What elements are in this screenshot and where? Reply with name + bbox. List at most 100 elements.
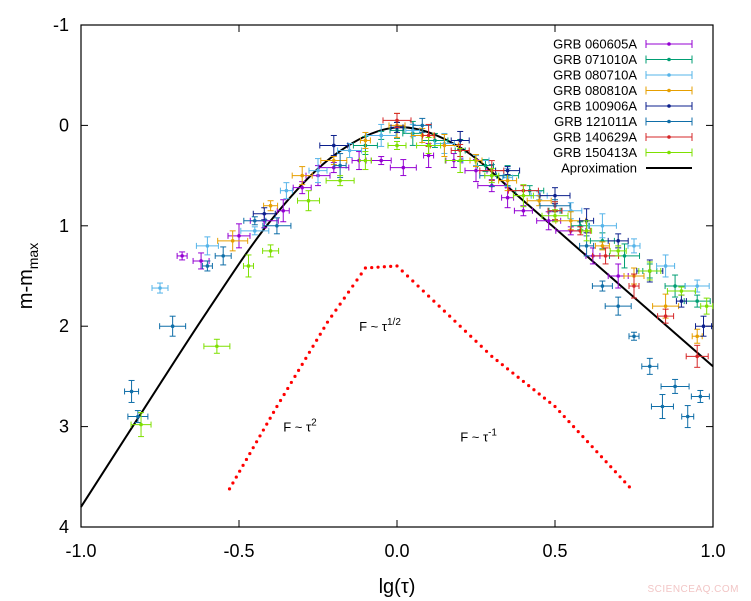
- point-marker: [616, 274, 620, 278]
- y-tick-label: 3: [59, 417, 69, 437]
- data-point: [159, 315, 187, 337]
- asymptote-dot: [241, 463, 245, 467]
- asymptote-dot: [342, 296, 346, 300]
- asymptote-dot: [521, 379, 526, 384]
- asymptote-dot: [421, 289, 425, 293]
- legend-label: Aproximation: [561, 161, 637, 176]
- point-marker: [284, 188, 289, 193]
- asymptote-dot: [282, 392, 286, 397]
- point-marker: [433, 138, 437, 143]
- point-marker: [379, 133, 384, 138]
- data-point: [660, 378, 690, 394]
- data-point: [700, 297, 714, 315]
- asymptote-dot: [338, 302, 342, 306]
- point-marker: [215, 344, 219, 349]
- data-point: [291, 166, 313, 186]
- data-point: [690, 389, 710, 403]
- data-point: [217, 230, 249, 252]
- asymptote-dot: [370, 265, 374, 270]
- asymptote-dot: [571, 425, 576, 429]
- point-marker: [338, 178, 342, 183]
- point-marker: [395, 143, 399, 148]
- data-point: [609, 243, 641, 269]
- legend-marker: [667, 42, 671, 46]
- legend-marker: [667, 57, 671, 62]
- data-point: [176, 251, 188, 261]
- point-marker: [679, 289, 684, 293]
- point-marker: [262, 211, 267, 216]
- data-point: [581, 220, 593, 242]
- point-marker: [660, 404, 665, 409]
- data-point: [201, 260, 213, 272]
- asymptote-dot: [351, 284, 355, 288]
- point-marker: [136, 414, 140, 419]
- data-point: [594, 241, 610, 251]
- asymptote-dot: [405, 274, 410, 278]
- x-tick-label: 0.5: [542, 541, 567, 561]
- point-marker: [600, 284, 605, 288]
- data-point: [227, 223, 251, 249]
- data-point: [195, 236, 219, 256]
- data-point: [382, 112, 412, 128]
- asymptote-dot: [411, 279, 415, 283]
- legend-label: GRB 080710A: [553, 68, 637, 83]
- point-marker: [632, 244, 636, 248]
- point-marker: [246, 264, 251, 268]
- y-tick-label: 2: [59, 316, 69, 336]
- asymptote-dot: [542, 396, 547, 400]
- point-marker: [584, 229, 589, 233]
- asymptote-dot: [359, 272, 363, 276]
- asymptote-dot: [516, 375, 520, 379]
- asymptote-dot: [427, 294, 431, 298]
- data-point: [464, 159, 488, 183]
- point-marker: [663, 304, 668, 308]
- point-marker: [553, 193, 557, 198]
- x-axis-title: lg(τ): [379, 576, 416, 598]
- data-point: [641, 357, 659, 375]
- data-point: [628, 331, 640, 341]
- point-marker: [253, 229, 257, 233]
- point-marker: [505, 178, 510, 183]
- y-tick-label: -1: [53, 15, 69, 35]
- asymptote-dot: [416, 284, 420, 288]
- annotation-exponent: 2: [311, 418, 317, 429]
- data-point: [337, 143, 363, 158]
- asymptote-dot: [389, 264, 393, 268]
- asymptote-dot: [296, 368, 301, 372]
- point-marker: [300, 173, 305, 178]
- point-marker: [379, 158, 384, 163]
- point-marker: [139, 422, 143, 427]
- asymptote-dot: [463, 329, 468, 333]
- asymptote-dot: [330, 314, 334, 318]
- asymptote-dot: [334, 308, 338, 312]
- asymptote-dot: [275, 404, 279, 409]
- series-group: [124, 117, 710, 429]
- data-point: [650, 394, 674, 420]
- data-point: [279, 182, 293, 200]
- asymptote-dot: [400, 269, 404, 273]
- point-marker: [685, 414, 690, 419]
- legend-marker: [667, 104, 671, 108]
- point-marker: [622, 254, 627, 258]
- asymptote-dot: [479, 344, 483, 348]
- data-point: [541, 209, 569, 223]
- data-point: [297, 190, 321, 212]
- asymptote-dot: [484, 349, 489, 353]
- data-point: [657, 308, 675, 324]
- legend-label: GRB 150413A: [553, 145, 637, 160]
- asymptote-dot: [311, 344, 315, 348]
- asymptote-dot: [258, 434, 262, 438]
- y-axis-title-sub: max: [25, 243, 41, 269]
- point-marker: [490, 173, 494, 178]
- point-marker: [268, 249, 273, 253]
- data-point: [127, 410, 149, 424]
- data-point: [691, 328, 703, 344]
- asymptote-dot: [500, 363, 504, 367]
- asymptote-dot: [437, 304, 441, 308]
- asymptote-dot: [304, 356, 308, 360]
- point-marker: [673, 284, 677, 288]
- point-marker: [546, 218, 551, 223]
- point-marker: [170, 324, 175, 329]
- point-marker: [281, 208, 286, 213]
